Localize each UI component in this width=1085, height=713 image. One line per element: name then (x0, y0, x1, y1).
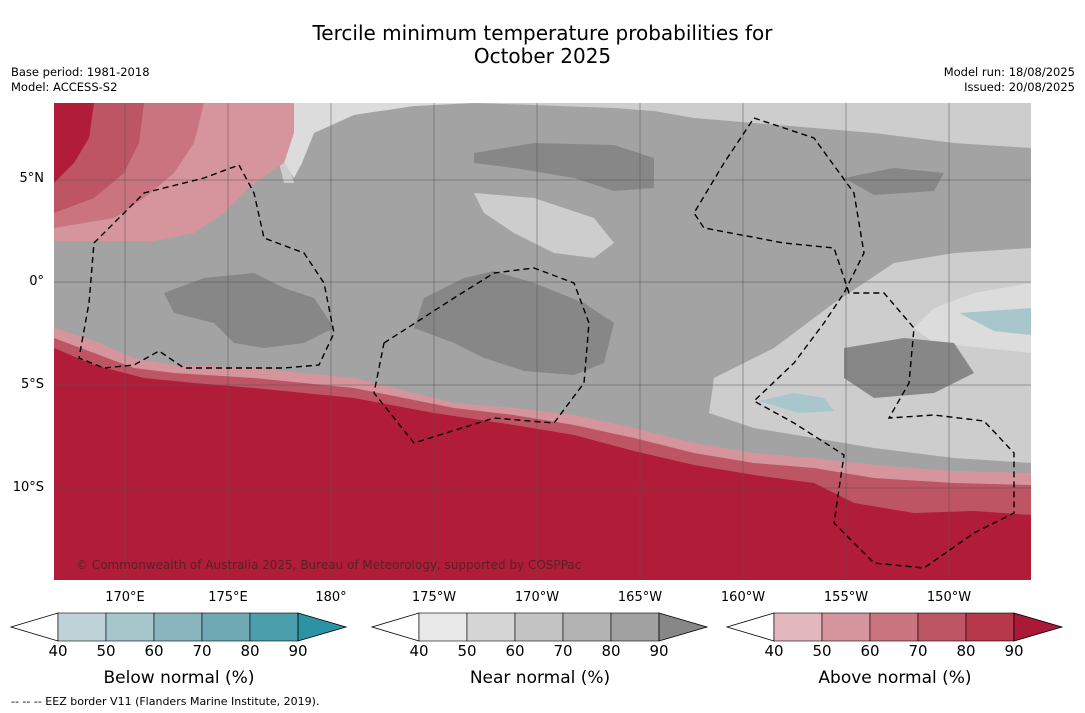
near-normal-dark-3 (474, 143, 654, 191)
above-tick-60: 60 (860, 642, 880, 660)
above-extend-high (1013, 612, 1064, 642)
eez-border-east (693, 117, 1015, 569)
lat-label-10s: 10°S (12, 480, 44, 495)
near-normal-dark-5 (844, 168, 944, 195)
above-swatch-60 (869, 612, 919, 642)
base-period: Base period: 1981-2018 (11, 65, 150, 79)
near-tick-50: 50 (457, 642, 477, 660)
colorbar-label-near: Near normal (%) (469, 668, 611, 688)
lat-label-0: 0° (29, 274, 44, 289)
near-normal-dark-2 (414, 271, 614, 375)
lon-label-175e: 175°E (208, 590, 248, 605)
below-swatch-40 (57, 612, 107, 642)
near-normal-dark-1 (164, 273, 334, 348)
below-swatch-60 (153, 612, 203, 642)
below-tick-40: 40 (48, 642, 68, 660)
lon-label-160w: 160°W (720, 590, 766, 605)
probability-map (54, 103, 1031, 580)
above-tick-50: 50 (812, 642, 832, 660)
graticule (54, 103, 1031, 580)
below-normal-south-center (759, 393, 834, 413)
near-normal-lighter-north (282, 103, 474, 178)
near-swatch-50 (466, 612, 516, 642)
above-extend-low (726, 612, 775, 642)
near-normal-dark-4 (844, 338, 974, 398)
above-tick-90: 90 (1004, 642, 1024, 660)
near-swatch-70 (562, 612, 612, 642)
below-swatch-70 (201, 612, 251, 642)
eez-border-central (373, 267, 590, 444)
below-extend-low (10, 612, 59, 642)
below-tick-70: 70 (192, 642, 212, 660)
lon-label-170e: 170°E (105, 590, 145, 605)
above-swatch-80 (965, 612, 1015, 642)
colorbar-label-above: Above normal (%) (818, 668, 972, 688)
above-swatch-70 (917, 612, 967, 642)
lon-label-150w: 150°W (926, 590, 972, 605)
lon-label-180: 180° (315, 590, 347, 605)
near-tick-60: 60 (505, 642, 525, 660)
near-tick-70: 70 (553, 642, 573, 660)
above-tick-40: 40 (764, 642, 784, 660)
near-swatch-80 (610, 612, 660, 642)
lon-label-165w: 165°W (617, 590, 663, 605)
eez-footnote: -- -- -- EEZ border V11 (Flanders Marine… (11, 695, 320, 708)
above-normal-south-90 (54, 348, 1031, 580)
below-swatch-80 (249, 612, 299, 642)
above-swatch-40 (773, 612, 823, 642)
below-tick-50: 50 (96, 642, 116, 660)
near-swatch-40 (418, 612, 468, 642)
lon-label-175w: 175°W (411, 590, 457, 605)
near-extend-low (371, 612, 420, 642)
above-normal-nw-90 (54, 103, 94, 183)
below-tick-90: 90 (288, 642, 308, 660)
lat-label-5s: 5°S (20, 377, 44, 392)
colorbar-label-below: Below normal (%) (103, 668, 255, 688)
near-tick-40: 40 (409, 642, 429, 660)
near-normal-lighter-center (474, 193, 614, 258)
lon-label-170w: 170°W (514, 590, 560, 605)
near-swatch-60 (514, 612, 564, 642)
colorbar-near (371, 612, 709, 642)
map-canvas (54, 103, 1031, 580)
copyright-notice: © Commonwealth of Australia 2025, Bureau… (76, 558, 582, 572)
map-title-line1: Tercile minimum temperature probabilitie… (312, 21, 773, 45)
near-normal-light-north (274, 103, 1031, 183)
model-name: Model: ACCESS-S2 (11, 80, 118, 94)
lon-label-155w: 155°W (823, 590, 869, 605)
above-tick-70: 70 (908, 642, 928, 660)
map-title-line2: October 2025 (473, 44, 612, 68)
above-swatch-50 (821, 612, 871, 642)
near-tick-80: 80 (601, 642, 621, 660)
below-extend-high (297, 612, 348, 642)
below-tick-60: 60 (144, 642, 164, 660)
model-run: Model run: 18/08/2025 (943, 65, 1075, 79)
eez-border-west (78, 164, 335, 369)
below-tick-80: 80 (240, 642, 260, 660)
lat-label-5n: 5°N (19, 171, 45, 186)
colorbar-above (726, 612, 1064, 642)
above-tick-80: 80 (956, 642, 976, 660)
colorbar-below (10, 612, 348, 642)
below-normal-east (959, 308, 1031, 335)
below-swatch-50 (105, 612, 155, 642)
issued-date: Issued: 20/08/2025 (964, 80, 1075, 94)
near-extend-high (658, 612, 709, 642)
near-tick-90: 90 (649, 642, 669, 660)
eez-borders (78, 117, 1015, 569)
